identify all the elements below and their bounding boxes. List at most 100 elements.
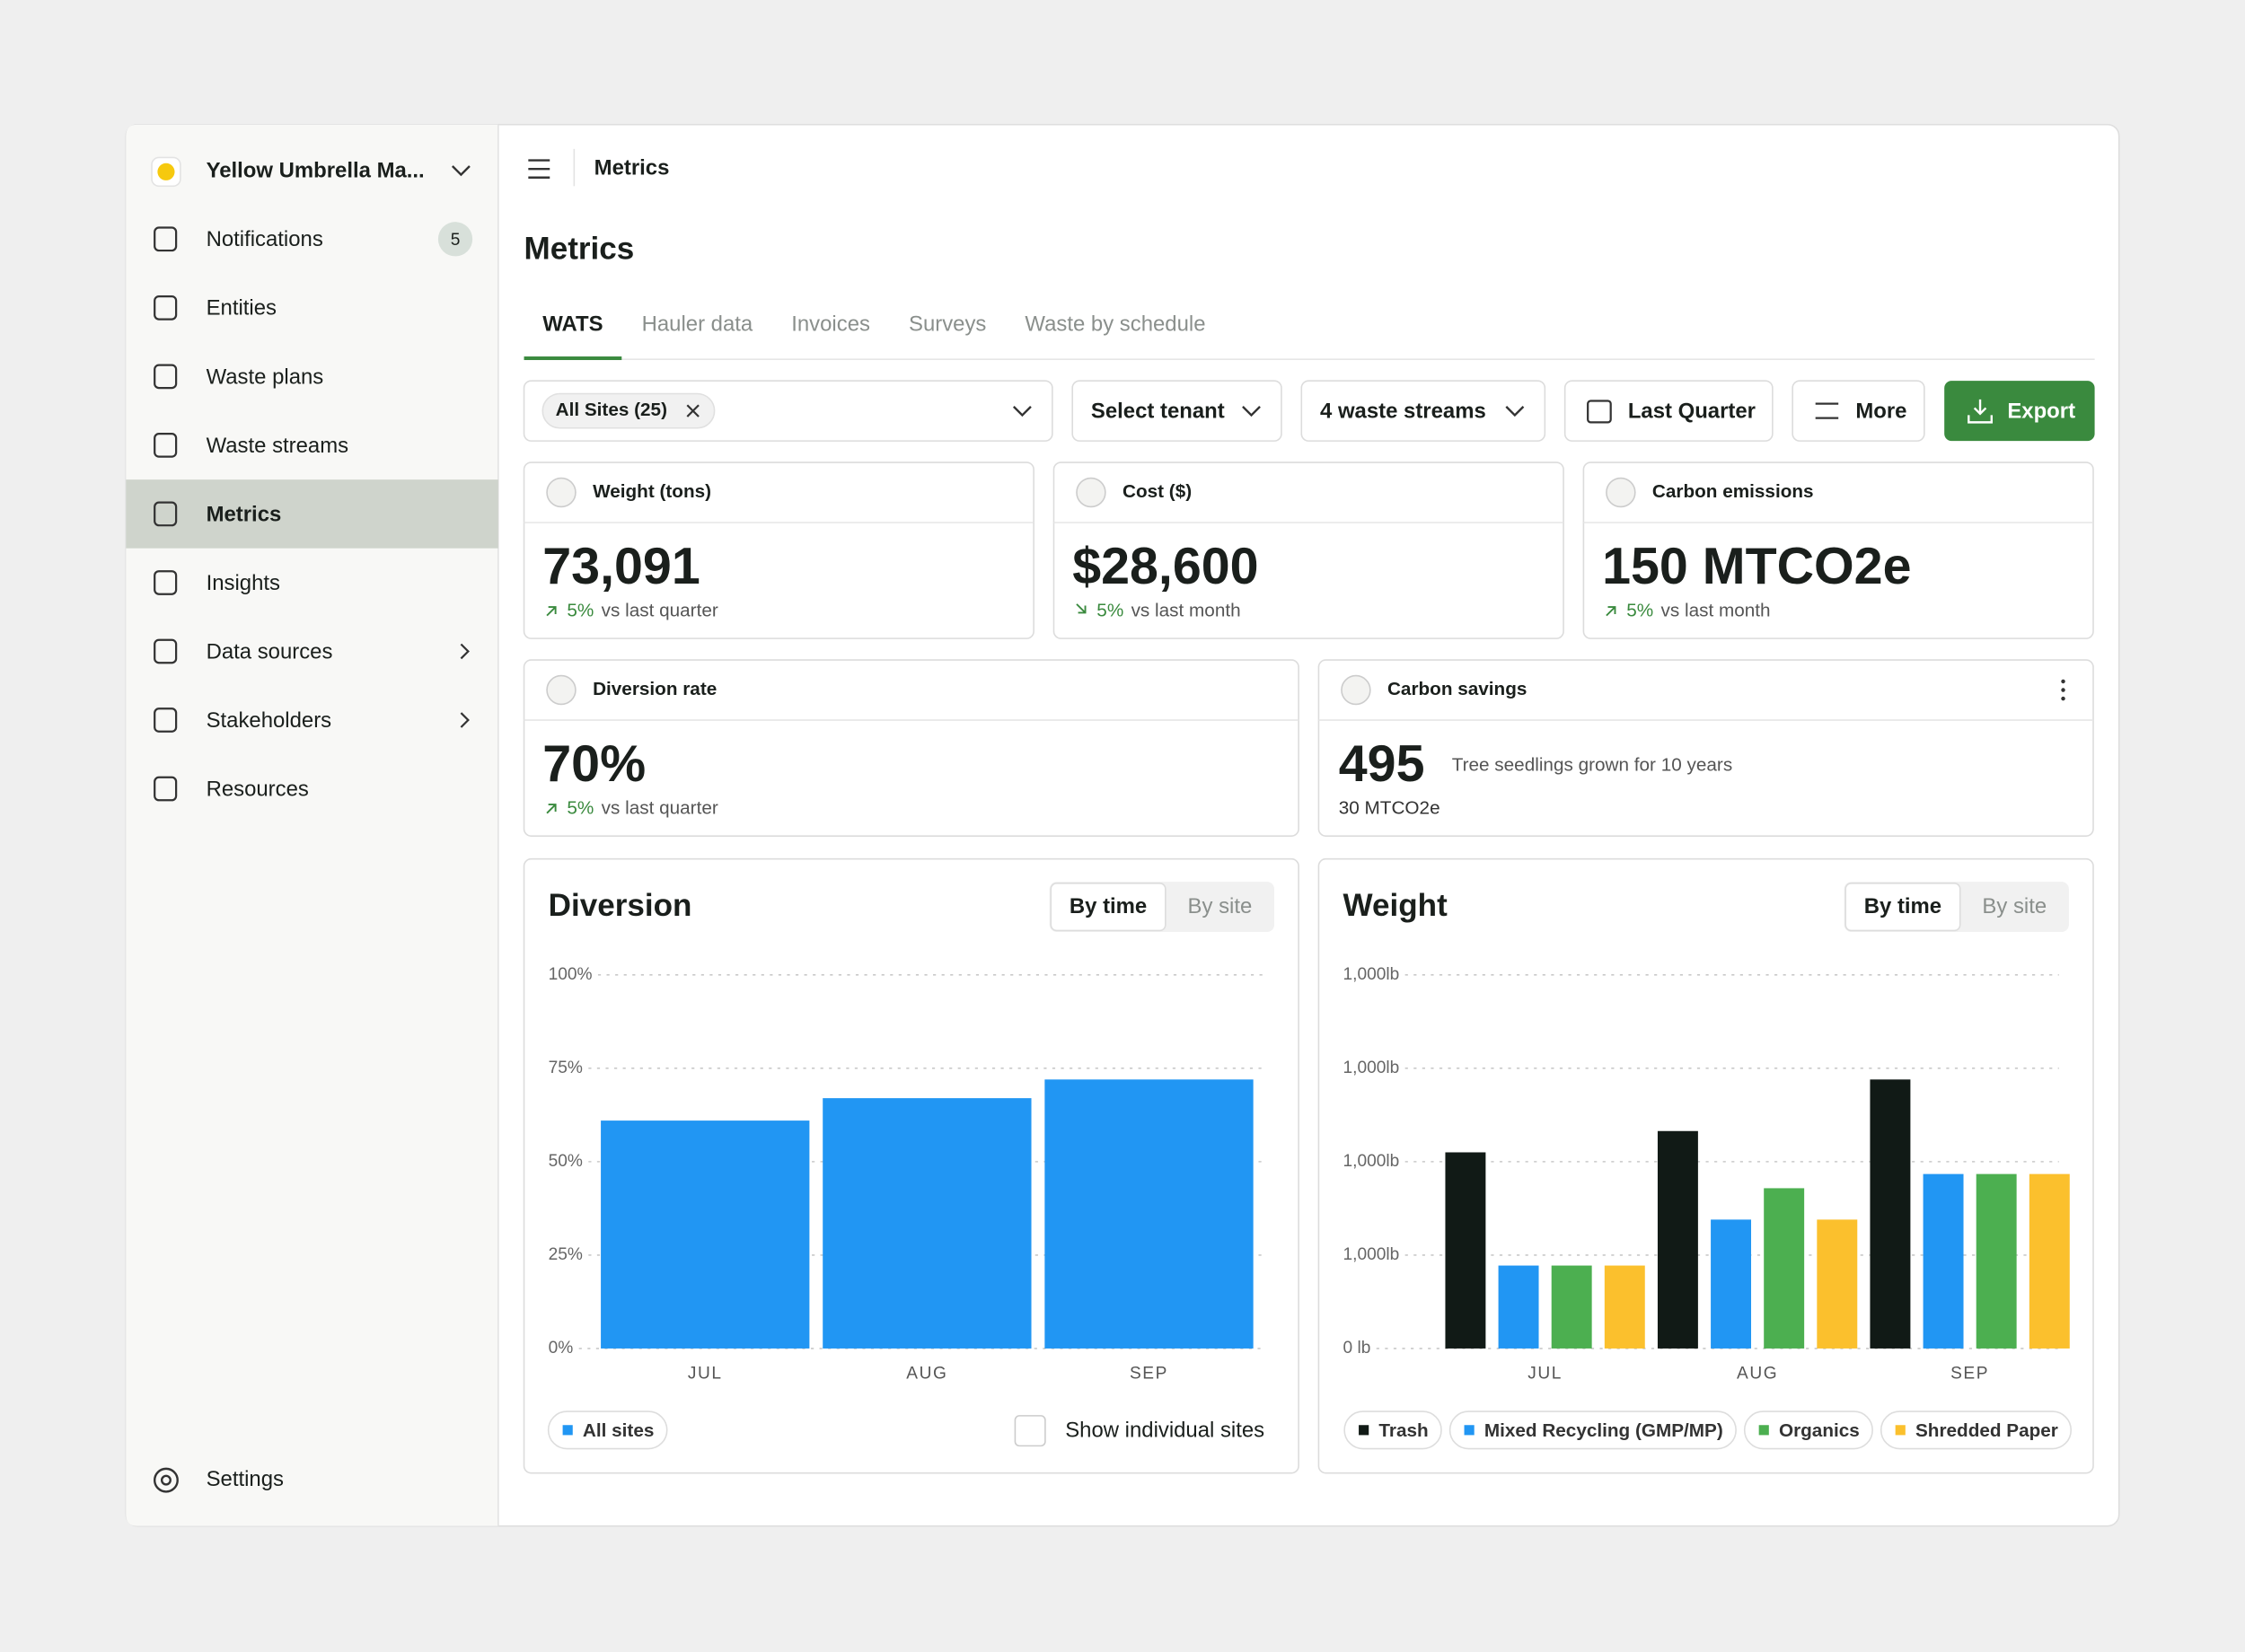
- legend-label: Organics: [1779, 1420, 1860, 1441]
- bar: [1870, 1079, 1911, 1349]
- more-button[interactable]: [1792, 380, 1925, 442]
- y-tick-label: 25%: [549, 1245, 583, 1264]
- tenant-filter[interactable]: [1071, 380, 1282, 442]
- kpi-compare: vs last quarter: [602, 600, 718, 620]
- x-tick-label: AUG: [1737, 1365, 1778, 1384]
- kpi-card: [523, 659, 1299, 837]
- nav-icon: [154, 707, 178, 733]
- kpi-card: [523, 461, 1034, 639]
- bar: [1976, 1173, 2017, 1349]
- kebab-dot[interactable]: [2061, 688, 2065, 692]
- site-chip: [541, 392, 716, 429]
- kpi-compare: vs last quarter: [602, 797, 718, 818]
- export-button[interactable]: [1944, 381, 2095, 442]
- y-tick-label: 0 lb: [1343, 1339, 1371, 1358]
- org-name[interactable]: Yellow Umbrella Ma...: [207, 159, 425, 183]
- legend-swatch: [1758, 1425, 1769, 1436]
- nav-label[interactable]: Waste plans: [207, 365, 324, 389]
- page-title: Metrics: [524, 231, 635, 266]
- nav-label[interactable]: Metrics: [207, 502, 282, 526]
- streams-label: 4 waste streams: [1320, 400, 1486, 424]
- kpi-label: Weight (tons): [593, 481, 711, 502]
- tab[interactable]: Invoices: [791, 312, 870, 336]
- toggle-option[interactable]: By site: [1188, 894, 1253, 918]
- kpi-value: 70%: [542, 735, 646, 793]
- legend-label: Trash: [1378, 1420, 1428, 1441]
- trend-arrow: [546, 606, 557, 617]
- x-tick-label: AUG: [906, 1365, 947, 1384]
- site-chip-label: All Sites (25): [556, 400, 667, 420]
- y-tick-label: 75%: [549, 1059, 583, 1077]
- kpi-change: 5%: [1096, 600, 1123, 620]
- nav-label[interactable]: Notifications: [207, 227, 323, 251]
- toggle-option[interactable]: By site: [1982, 894, 2047, 918]
- menu-icon[interactable]: [528, 159, 550, 179]
- tab[interactable]: WATS: [542, 312, 603, 336]
- settings-icon-core: [160, 1474, 172, 1486]
- savings-icon: [1341, 674, 1371, 706]
- savings-value: 495: [1339, 735, 1425, 793]
- bar: [1923, 1173, 1964, 1349]
- savings-card: [1317, 659, 2094, 837]
- settings-label: Settings: [207, 1467, 284, 1491]
- nav-label[interactable]: Data sources: [207, 639, 333, 663]
- legend-label: Shredded Paper: [1915, 1420, 2058, 1441]
- nav-label[interactable]: Entities: [207, 296, 277, 321]
- bar: [1551, 1265, 1592, 1349]
- kpi-value: $28,600: [1072, 538, 1258, 595]
- toggle-active: [1050, 882, 1167, 932]
- nav-label[interactable]: Waste streams: [207, 434, 349, 458]
- bar: [1817, 1219, 1858, 1349]
- settings-icon: [153, 1467, 179, 1493]
- toggle-option[interactable]: By time: [1864, 894, 1941, 918]
- nav-chevron: [460, 643, 470, 660]
- nav-label[interactable]: Insights: [207, 571, 280, 595]
- kpi-icon: [546, 477, 577, 508]
- bar: [823, 1098, 1032, 1349]
- bar: [1711, 1219, 1752, 1349]
- kpi-card: [1582, 461, 2094, 639]
- bar: [1498, 1265, 1539, 1349]
- legend-swatch: [1359, 1425, 1369, 1436]
- bar: [1657, 1130, 1698, 1349]
- kpi-value: 150 MTCO2e: [1602, 538, 1911, 595]
- toggle-option[interactable]: By time: [1070, 894, 1147, 918]
- tab-indicator: [524, 356, 622, 361]
- legend-label: Mixed Recycling (GMP/MP): [1484, 1420, 1723, 1441]
- kpi-label: Diversion rate: [593, 679, 717, 699]
- nav-label[interactable]: Stakeholders: [207, 708, 332, 733]
- checkbox[interactable]: [1014, 1415, 1046, 1447]
- settings-item[interactable]: Settings: [153, 1467, 284, 1493]
- badge-count: 5: [451, 231, 461, 250]
- legend-swatch: [1895, 1425, 1906, 1436]
- savings-note: Tree seedlings grown for 10 years: [1452, 755, 1732, 776]
- tab[interactable]: Hauler data: [642, 312, 753, 336]
- tab[interactable]: Waste by schedule: [1025, 312, 1205, 336]
- nav-icon: [154, 638, 178, 664]
- trend-arrow: [1606, 606, 1616, 617]
- trend-arrow: [1076, 603, 1087, 614]
- streams-filter[interactable]: [1300, 380, 1546, 442]
- y-tick-label: 1,000lb: [1343, 1245, 1400, 1264]
- legend-chip: [1448, 1410, 1737, 1450]
- export-icon: [1968, 399, 1993, 424]
- tab[interactable]: Surveys: [909, 312, 986, 336]
- org-chevron[interactable]: [451, 165, 471, 177]
- chip-remove[interactable]: [686, 404, 700, 417]
- nav-label[interactable]: Resources: [207, 777, 309, 801]
- x-tick-label: JUL: [1527, 1365, 1563, 1384]
- y-tick-label: 1,000lb: [1343, 1059, 1400, 1077]
- kebab-dot[interactable]: [2061, 696, 2065, 701]
- legend-chip: [1880, 1410, 2073, 1450]
- nav-icon: [154, 294, 178, 321]
- kebab-dot[interactable]: [2061, 679, 2065, 684]
- toggle-active: [1844, 882, 1961, 932]
- y-tick-label: 0%: [549, 1339, 574, 1358]
- period-filter[interactable]: [1563, 380, 1774, 442]
- chart-title: Weight: [1343, 888, 1448, 923]
- nav-icon: [154, 570, 178, 595]
- kpi-change: 5%: [567, 797, 594, 818]
- y-tick-label: 1,000lb: [1343, 1152, 1400, 1171]
- kpi-compare: vs last month: [1660, 600, 1770, 620]
